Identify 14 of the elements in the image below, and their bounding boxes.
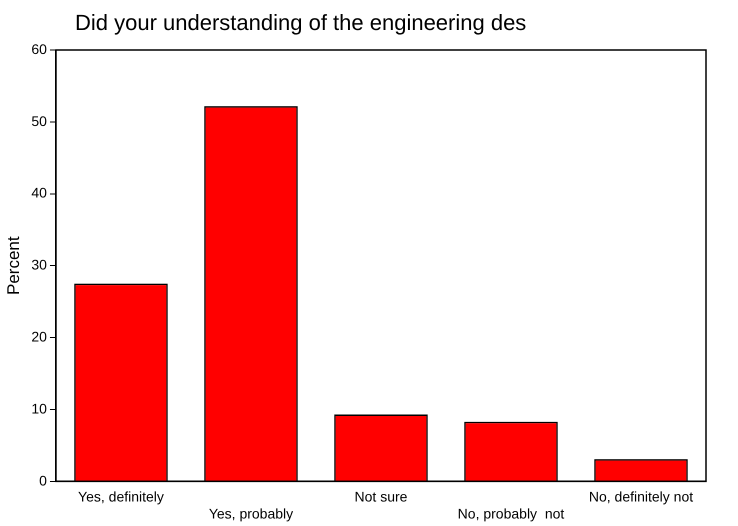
y-axis-title: Percent: [4, 236, 23, 295]
x-tick-label: No, probably not: [458, 505, 564, 522]
x-tick-label: Not sure: [354, 488, 408, 505]
x-tick-label: Yes, probably: [208, 505, 294, 522]
chart-title: Did your understanding of the engineering des: [75, 10, 526, 36]
y-tick-label: 40: [31, 184, 48, 201]
y-tick-label: 10: [31, 400, 48, 416]
y-tick-label: 0: [39, 472, 48, 488]
x-tick-label: Yes, definitely: [78, 488, 164, 505]
x-tick-label: No, definitely not: [588, 488, 694, 505]
y-tick-label: 20: [31, 328, 48, 344]
y-tick-label: 60: [31, 40, 48, 57]
y-tick-label: 30: [31, 256, 48, 273]
y-tick-label: 50: [31, 112, 48, 129]
